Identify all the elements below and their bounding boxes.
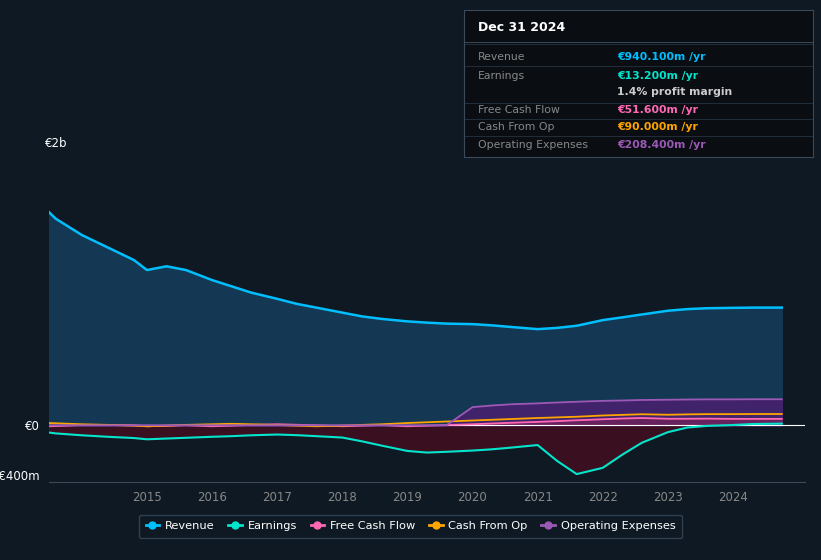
Text: Earnings: Earnings: [478, 71, 525, 81]
Text: Operating Expenses: Operating Expenses: [478, 140, 588, 150]
Text: €940.100m /yr: €940.100m /yr: [617, 52, 706, 62]
Text: Free Cash Flow: Free Cash Flow: [478, 105, 560, 115]
Text: 1.4% profit margin: 1.4% profit margin: [617, 87, 732, 97]
Legend: Revenue, Earnings, Free Cash Flow, Cash From Op, Operating Expenses: Revenue, Earnings, Free Cash Flow, Cash …: [139, 515, 682, 538]
Text: €90.000m /yr: €90.000m /yr: [617, 123, 699, 133]
Text: €13.200m /yr: €13.200m /yr: [617, 71, 699, 81]
Text: €2b: €2b: [45, 137, 68, 150]
Text: €208.400m /yr: €208.400m /yr: [617, 140, 706, 150]
Text: €51.600m /yr: €51.600m /yr: [617, 105, 699, 115]
Text: Cash From Op: Cash From Op: [478, 123, 554, 133]
Text: Revenue: Revenue: [478, 52, 525, 62]
Text: Dec 31 2024: Dec 31 2024: [478, 21, 565, 34]
